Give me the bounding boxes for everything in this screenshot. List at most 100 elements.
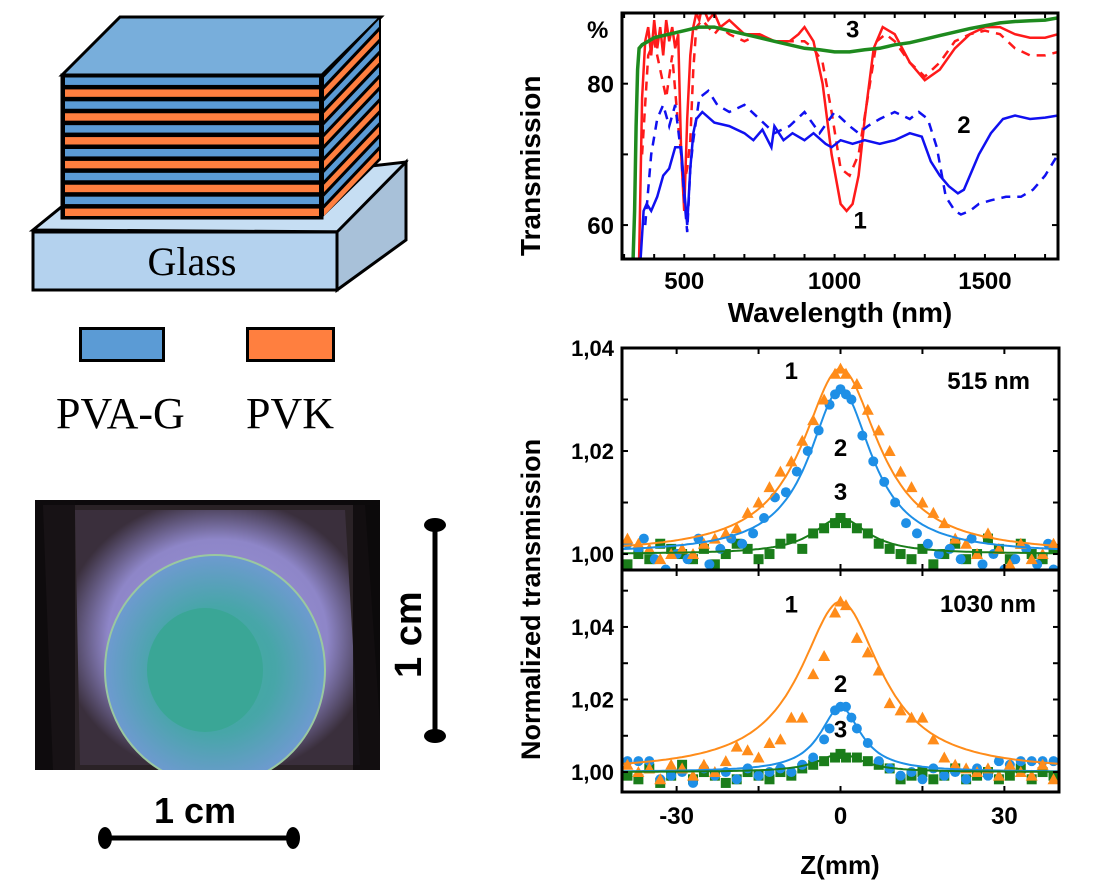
data-point-3 — [753, 554, 764, 565]
data-point-2 — [824, 723, 835, 734]
data-point-1 — [960, 537, 973, 549]
data-point-2 — [840, 701, 851, 712]
data-point-2 — [911, 528, 922, 539]
data-point-2 — [819, 734, 830, 745]
data-point-1 — [622, 532, 634, 544]
curve-label: 2 — [834, 435, 847, 462]
data-point-2 — [748, 528, 759, 539]
curve-label: 1 — [785, 591, 798, 618]
data-point-2 — [1010, 554, 1021, 565]
y-tick-label: 1,00 — [571, 760, 614, 785]
data-point-2 — [791, 466, 802, 477]
data-point-2 — [890, 497, 901, 508]
data-point-2 — [1048, 756, 1059, 767]
data-point-1 — [949, 758, 962, 770]
data-point-1 — [807, 668, 820, 680]
y-tick-label: 1,00 — [571, 542, 614, 567]
y-tick-label: 1,04 — [571, 336, 615, 361]
data-point-1 — [730, 522, 743, 534]
data-point-1 — [654, 773, 667, 785]
data-point-1 — [883, 697, 896, 709]
data-point-3 — [731, 538, 742, 549]
data-point-1 — [697, 537, 710, 549]
data-point-3 — [808, 759, 819, 770]
legend-pva-g-swatch — [79, 327, 165, 362]
data-point-3 — [688, 554, 699, 565]
pva-g-layer — [65, 172, 319, 181]
data-point-1 — [850, 378, 863, 390]
pvk-layer — [65, 89, 319, 97]
glass-label: Glass — [148, 239, 237, 284]
pvk-layer-side — [324, 126, 379, 193]
chart-title: 1030 nm — [940, 591, 1036, 618]
data-point-1 — [905, 481, 918, 493]
pva-g-layer-side — [324, 19, 379, 85]
data-point-3 — [720, 549, 731, 560]
series-line-1-dashed — [640, 18, 1058, 183]
pvk-layer-side — [324, 31, 379, 97]
x-axis-label: Z(mm) — [800, 850, 879, 880]
data-point-1 — [1036, 758, 1049, 770]
series-line-2-dashed — [643, 88, 1058, 233]
x-tick-label: 500 — [664, 268, 704, 295]
data-point-2 — [633, 756, 644, 767]
data-point-1 — [818, 393, 831, 405]
y-unit-label: % — [587, 17, 608, 44]
legend-pva-g-label: PVA-G — [56, 389, 185, 438]
data-point-3 — [742, 543, 753, 554]
data-point-1 — [763, 481, 776, 493]
pva-g-layer — [65, 149, 319, 157]
data-point-2 — [704, 559, 715, 570]
data-point-1 — [752, 496, 765, 508]
y-tick-label: 1,02 — [571, 688, 614, 713]
pvk-layer — [65, 160, 319, 169]
fit-line-2 — [622, 388, 1059, 551]
legend-pvk-swatch — [246, 327, 335, 362]
series-line-3 — [631, 16, 1058, 259]
data-point-3 — [906, 554, 917, 565]
data-point-2 — [901, 518, 912, 529]
data-point-2 — [895, 770, 906, 781]
data-point-1 — [1003, 758, 1016, 770]
data-point-1 — [796, 711, 809, 723]
y-tick-label: 1,04 — [571, 615, 615, 640]
data-point-2 — [638, 533, 649, 544]
data-point-2 — [993, 756, 1004, 767]
x-tick-label: -30 — [659, 803, 694, 830]
data-point-1 — [894, 465, 907, 477]
data-point-3 — [830, 518, 841, 529]
data-point-2 — [917, 774, 928, 785]
data-point-1 — [916, 711, 929, 723]
data-point-2 — [922, 538, 933, 549]
pvk-layer-side — [324, 79, 379, 145]
data-point-1 — [971, 548, 984, 560]
data-point-1 — [796, 434, 809, 446]
pvk-layer-side — [324, 150, 379, 216]
y-tick-label: 60 — [587, 213, 614, 240]
fit-line-3 — [622, 752, 1059, 773]
data-point-1 — [938, 751, 951, 763]
data-point-3 — [764, 549, 775, 560]
y-tick-label: 80 — [587, 72, 614, 99]
data-point-3 — [1037, 554, 1048, 565]
x-tick-label: 0 — [834, 803, 847, 830]
data-point-1 — [774, 465, 787, 477]
data-point-3 — [775, 538, 786, 549]
data-point-1 — [916, 496, 929, 508]
zscan-515-chart: 1,00 1,02 1,04 515 nm 1 2 3 — [571, 336, 1061, 572]
scale-bars — [98, 518, 446, 849]
stack-front-face — [60, 73, 324, 220]
x-tick-label: 1500 — [958, 268, 1011, 295]
data-point-1 — [818, 649, 831, 661]
data-point-1 — [730, 740, 743, 752]
data-point-3 — [895, 549, 906, 560]
data-point-3 — [786, 533, 797, 544]
data-point-3 — [698, 543, 709, 554]
data-point-1 — [894, 704, 907, 716]
y-tick-label: 1,02 — [571, 439, 614, 464]
pvk-layer-side — [324, 102, 379, 169]
data-point-3 — [819, 756, 830, 767]
pva-g-layer-side — [324, 67, 379, 133]
pva-g-layer — [65, 101, 319, 109]
